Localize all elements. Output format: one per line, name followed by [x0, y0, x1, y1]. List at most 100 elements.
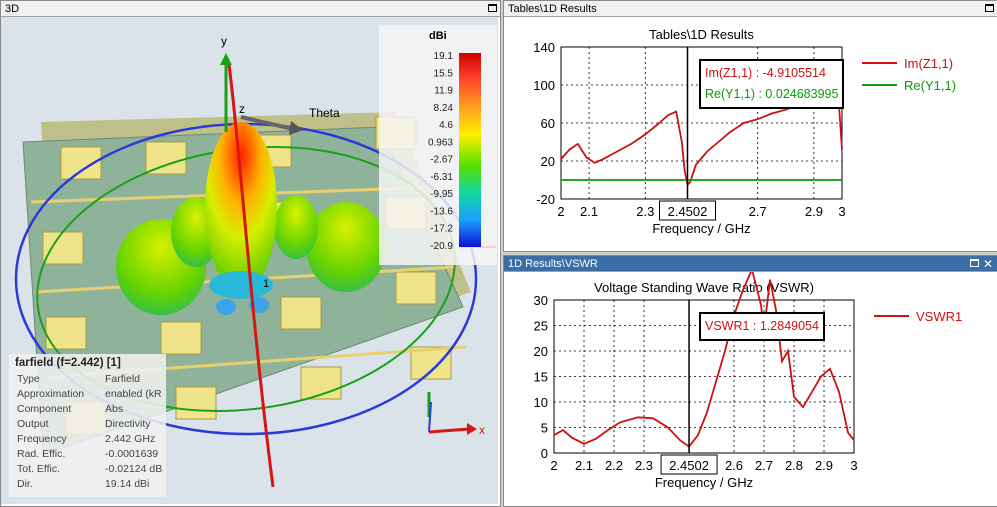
annotation-im: Im(Z1,1) : -4.9105514 — [705, 66, 826, 80]
info-row: Output Directivity — [9, 417, 166, 432]
plot-frame — [560, 46, 843, 200]
pane-tables-titlebar[interactable]: Tables\1D Results — [504, 1, 997, 17]
y-tick-label: 10 — [534, 395, 548, 410]
x-axis-label: Frequency / GHz — [652, 221, 750, 236]
x-tick-label: 2.6 — [725, 458, 743, 473]
y-tick-label: 60 — [541, 116, 555, 131]
info-key: Type — [17, 373, 40, 385]
maximize-icon[interactable] — [970, 259, 979, 267]
info-row: Dir. 19.14 dBi — [9, 477, 166, 492]
axis-label-y: y — [221, 34, 227, 48]
info-key: Dir. — [17, 478, 33, 490]
im-re-chart[interactable]: Tables\1D Results 140 100 60 20 -202 2.1 2.3 2.7… — [504, 17, 995, 249]
chart-title: Voltage Standing Wave Ratio (VSWR) — [594, 280, 814, 295]
x-tick-label: 2.2 — [605, 458, 623, 473]
y-tick-label: 15 — [534, 370, 548, 385]
x-tick-label: 2.3 — [635, 458, 653, 473]
y-tick-label: 25 — [534, 319, 548, 334]
x-tick-label: 3 — [850, 458, 857, 473]
info-row: Approximation enabled (kR — [9, 387, 166, 402]
x-axis-label: Frequency / GHz — [655, 475, 753, 490]
info-key: Output — [17, 418, 49, 430]
info-key: Component — [17, 403, 72, 415]
y-tick-label: 20 — [541, 154, 555, 169]
info-key: Approximation — [17, 388, 85, 400]
pane-3d-titlebar[interactable]: 3D — [1, 1, 500, 17]
y-tick-label: 20 — [534, 344, 548, 359]
colorbar-tick: 0.963 — [428, 137, 453, 148]
x-tick-label: 2.9 — [815, 458, 833, 473]
colorbar-unit: dBi — [429, 30, 447, 42]
chart1-annotation: Im(Z1,1) : -4.9105514 Re(Y1,1) : 0.02468… — [699, 59, 845, 109]
colorbar-tick: -13.6 — [430, 206, 453, 217]
series-line-VSWR1 — [553, 272, 855, 448]
x-tick-label: 2 — [557, 204, 564, 219]
y-tick-label: 0 — [541, 446, 548, 461]
farfield-pattern — [116, 122, 386, 315]
farfield-info-panel: farfield (f=2.442) [1] Type Farfield Appro… — [9, 354, 166, 497]
maximize-icon[interactable] — [488, 4, 497, 12]
colorbar-tick: 11.9 — [434, 86, 453, 97]
legend-label: Re(Y1,1) — [904, 78, 956, 93]
pane-3d: 3D — [0, 0, 501, 507]
x-tick-label: 2.1 — [580, 204, 598, 219]
colorbar-tick: 8.24 — [434, 103, 454, 114]
colorbar-tick: -2.67 — [430, 155, 453, 166]
colorbar-tick: 15.5 — [434, 68, 454, 79]
y-tick-label: -20 — [536, 192, 555, 207]
info-key: Tot. Effic. — [17, 463, 60, 475]
info-value: enabled (kR — [105, 388, 162, 400]
info-value: -0.02124 dB — [105, 463, 163, 475]
info-value: Directivity — [105, 418, 151, 430]
pane-vswr: 1D Results\VSWR ✕ Voltage Standing Wave … — [503, 255, 997, 507]
axis-label-z: z — [239, 102, 245, 116]
farfield-info-title: farfield (f=2.442) [1] — [15, 357, 121, 369]
info-row: Tot. Effic. -0.02124 dB — [9, 462, 166, 477]
x-tick-label: 2.9 — [805, 204, 823, 219]
close-icon[interactable]: ✕ — [982, 257, 993, 271]
y-tick-label: 140 — [533, 40, 555, 55]
marker-label: 2.4502 — [668, 204, 708, 219]
colorbar-tick: -6.31 — [430, 172, 453, 183]
vswr-chart[interactable]: Voltage Standing Wave Ratio (VSWR)302520… — [504, 272, 995, 504]
legend-label: VSWR1 — [916, 309, 962, 324]
chart2-annotation: VSWR1 : 1.2849054 — [699, 312, 825, 341]
x-tick-label: 2 — [550, 458, 557, 473]
maximize-icon[interactable] — [985, 4, 994, 12]
colorbar-tick: -9.95 — [430, 189, 453, 200]
info-row: Frequency 2.442 GHz — [9, 432, 166, 447]
axis-label-one: 1 — [263, 278, 269, 290]
info-row: Rad. Effic. -0.0001639 — [9, 447, 166, 462]
info-value: 19.14 dBi — [105, 478, 150, 490]
marker-label-box — [660, 454, 718, 475]
info-value: Farfield — [105, 373, 141, 385]
colorbar-tick: -17.2 — [430, 224, 453, 235]
x-tick-label: 2.1 — [575, 458, 593, 473]
info-row: Type Farfield — [9, 372, 166, 387]
colorbar-tick: 4.6 — [439, 120, 453, 131]
pane-vswr-titlebar[interactable]: 1D Results\VSWR ✕ — [504, 256, 997, 272]
x-tick-label: 2.7 — [749, 204, 767, 219]
plot-frame — [553, 299, 855, 454]
pane-3d-title: 3D — [5, 3, 20, 15]
marker-label: 2.4502 — [669, 458, 709, 473]
axis-label-x: x — [479, 423, 485, 437]
annotation-vswr: VSWR1 : 1.2849054 — [705, 319, 819, 333]
info-value: Abs — [105, 403, 124, 415]
marker-label-box — [659, 200, 717, 221]
y-tick-label: 100 — [533, 78, 555, 93]
y-tick-label: 30 — [534, 293, 548, 308]
legend-label: Im(Z1,1) — [904, 56, 953, 71]
info-key: Frequency — [17, 433, 67, 445]
pane-tables-title: Tables\1D Results — [508, 3, 597, 15]
pane-tables-1d: Tables\1D Results Tables\1D Results 140 10… — [503, 0, 997, 252]
annotation-re: Re(Y1,1) : 0.024683995 — [705, 87, 839, 101]
axis-label-theta: Theta — [309, 106, 340, 120]
pane-vswr-title: 1D Results\VSWR — [508, 258, 598, 270]
x-tick-label: 2.7 — [755, 458, 773, 473]
colorbar: dBi 19.1 15.5 11.9 8.24 4.6 0.963 -2.67 -6.31 -9… — [379, 25, 497, 265]
colorbar-tick: -20.9 — [430, 241, 453, 252]
y-tick-label: 5 — [541, 421, 548, 436]
info-value: -0.0001639 — [105, 448, 159, 460]
colorbar-tick: 19.1 — [434, 51, 454, 62]
